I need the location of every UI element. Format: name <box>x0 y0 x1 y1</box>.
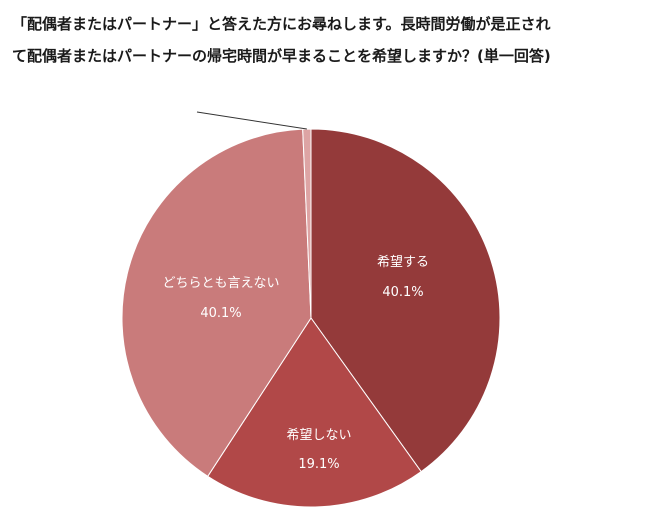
slice-value-1: 19.1% <box>298 457 339 472</box>
slice-value-3: 0.7% <box>154 135 187 150</box>
pie-labels: 希望する 40.1% 希望しない 19.1% どちらとも言えない 40.1% 無回答 0.7% <box>151 103 429 472</box>
slice-value-0: 40.1% <box>382 285 423 300</box>
chart-title-line2: て配偶者またはパートナーの帰宅時間が早まることを希望しますか？(単一回答) <box>12 47 551 65</box>
slice-value-2: 40.1% <box>200 306 241 321</box>
pie-slice-0 <box>310 128 501 473</box>
pie-slice-2 <box>121 128 312 477</box>
slice-label-0: 希望する <box>377 254 429 270</box>
leader-line-3 <box>196 111 307 130</box>
pie-slice-1 <box>207 317 422 508</box>
pie-slices <box>121 128 501 508</box>
chart-title-line1: 「配偶者またはパートナー」と答えた方にお尋ねします。長時間労働が是正され <box>12 15 551 33</box>
slice-label-3: 無回答 <box>151 103 190 119</box>
slice-label-1: 希望しない <box>286 427 351 443</box>
slice-label-2: どちらとも言えない <box>162 276 279 291</box>
chart-title: 「配偶者またはパートナー」と答えた方にお尋ねします。長時間労働が是正され て配偶… <box>12 8 632 72</box>
pie-slice-3 <box>302 128 312 319</box>
